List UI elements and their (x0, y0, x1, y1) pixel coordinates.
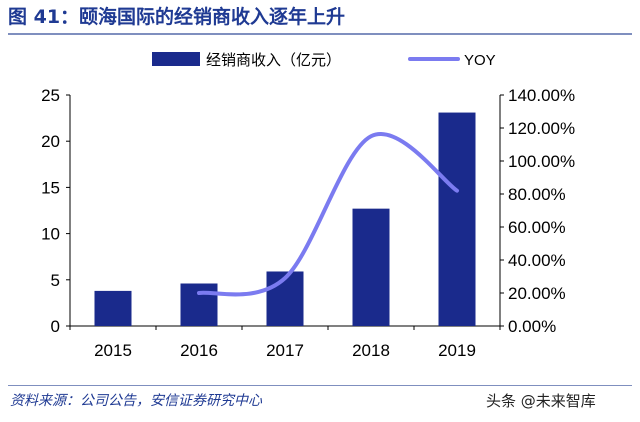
revenue-bar (352, 208, 390, 326)
left-axis: 0 5 10 15 20 25 (41, 86, 71, 336)
revenue-bar (94, 290, 132, 326)
legend-label-revenue: 经销商收入（亿元） (206, 52, 341, 69)
revenue-bar (180, 283, 218, 326)
x-tick-label: 2019 (438, 341, 476, 360)
line-series (197, 132, 459, 297)
revenue-bar (438, 112, 476, 326)
left-tick-label: 10 (41, 225, 60, 244)
right-tick-label: 20.00% (508, 284, 566, 303)
right-tick-label: 120.00% (508, 119, 575, 138)
right-tick-label: 140.00% (508, 86, 575, 105)
left-tick-label: 5 (51, 271, 60, 290)
legend-label-yoy: YOY (464, 52, 496, 69)
right-axis: 0.00% 20.00% 40.00% 60.00% 80.00% 100.00% 120.… (499, 86, 575, 336)
x-tick-label: 2015 (94, 341, 132, 360)
left-tick-label: 25 (41, 86, 60, 105)
left-tick-label: 15 (41, 178, 60, 197)
x-axis: 2015 2016 2017 2018 2019 (69, 325, 501, 360)
legend-swatch-revenue (152, 52, 200, 66)
right-tick-label: 40.00% (508, 251, 566, 270)
source-rule (8, 385, 632, 386)
figure-title: 图 41：颐海国际的经销商收入逐年上升 (8, 6, 346, 28)
left-tick-label: 0 (51, 317, 60, 336)
watermark: 头条 @未来智库 (486, 392, 596, 410)
left-tick-label: 20 (41, 132, 60, 151)
right-tick-label: 100.00% (508, 152, 575, 171)
yoy-line (197, 132, 459, 297)
combo-chart: 经销商收入（亿元） YOY 0 5 10 15 20 25 0.00% 20.00% 40.0… (41, 52, 575, 360)
title-rule (8, 33, 632, 35)
x-tick-label: 2017 (266, 341, 304, 360)
right-tick-label: 60.00% (508, 218, 566, 237)
right-tick-label: 80.00% (508, 185, 566, 204)
x-tick-label: 2016 (180, 341, 218, 360)
legend: 经销商收入（亿元） YOY (152, 52, 496, 69)
x-tick-label: 2018 (352, 341, 390, 360)
source-note: 资料来源：公司公告，安信证券研究中心 (10, 393, 262, 409)
bar-series (94, 112, 476, 326)
right-tick-label: 0.00% (508, 317, 556, 336)
